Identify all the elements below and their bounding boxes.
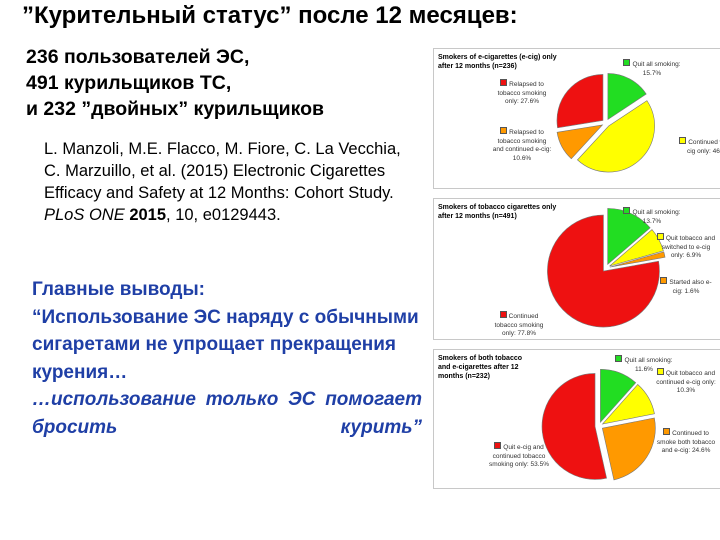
pie-slice: [609, 251, 666, 268]
legend-swatch: [660, 277, 668, 284]
slice-label: Quit all smoking: 11.6%: [614, 355, 674, 374]
conclusions-heading: Главные выводы:: [32, 279, 205, 300]
legend-swatch: [500, 79, 508, 86]
reference-rest: , 10, e0129443.: [166, 206, 281, 224]
pie-svg: [547, 208, 666, 328]
slice-label: Quit tobacco and continued e-cig only: 1…: [656, 368, 716, 394]
legend-swatch: [623, 59, 631, 66]
slice-label: Quit tobacco and switched to e-cig only:…: [656, 233, 716, 261]
slice-label: Continued with e-cig only: 46.2%: [679, 137, 720, 156]
subtitle-line: 491 курильщиков ТС,: [26, 72, 232, 94]
pie-slice: [607, 73, 647, 121]
slice-label: Quit all smoking: 15.7%: [622, 59, 682, 78]
subtitle-line: и 232 ”двойных” курильщиков: [26, 98, 325, 120]
pie-slice: [607, 208, 651, 266]
reference: L. Manzoli, M.E. Flacco, M. Fiore, C. La…: [44, 138, 404, 226]
slice-label: Continued to smoke both tobacco and e-ci…: [656, 428, 716, 454]
conclusion-2: …использование только ЭС помогает бросит…: [32, 389, 422, 438]
conclusion-1: “Использование ЭС наряду с обычными сига…: [32, 306, 419, 383]
legend-swatch: [656, 233, 664, 240]
legend-swatch: [679, 137, 687, 144]
pie-svg: [541, 368, 656, 481]
legend-swatch: [615, 355, 623, 362]
pie-slice: [601, 417, 656, 481]
pie-chart-ecig-only: Smokers of e-cigarettes (e-cig) only aft…: [433, 48, 720, 189]
pie-slice: [601, 384, 655, 425]
slice-label: Quit all smoking: 13.7%: [622, 207, 682, 226]
slice-label: Relapsed to tobacco smoking and continue…: [492, 127, 552, 162]
slice-label: Continued tobacco smoking only: 77.8%: [494, 311, 544, 337]
reference-year: 2015: [129, 206, 167, 224]
legend-swatch: [500, 127, 508, 134]
pie-slice: [547, 214, 660, 328]
conclusions: Главные выводы: “Использование ЭС наряду…: [32, 276, 422, 441]
legend-swatch: [499, 311, 507, 318]
pie-svg: [556, 73, 655, 173]
chart-title: Smokers of tobacco cigarettes only after…: [438, 204, 557, 220]
pie-chart-dual-users: Smokers of both tobacco and e-cigarettes…: [433, 349, 720, 489]
reference-authors: L. Manzoli, M.E. Flacco, M. Fiore, C. La…: [44, 140, 401, 202]
pie-slice: [556, 74, 604, 129]
legend-swatch: [494, 442, 502, 449]
chart-title: Smokers of e-cigarettes (e-cig) only aft…: [438, 54, 557, 70]
pie-slice: [577, 100, 655, 173]
legend-swatch: [623, 207, 631, 214]
reference-journal: PLoS ONE: [44, 206, 125, 224]
chart-title: Smokers of both tobacco and e-cigarettes…: [438, 355, 523, 380]
legend-swatch: [663, 428, 671, 435]
pie-slice: [556, 124, 604, 160]
legend-swatch: [656, 368, 664, 375]
pie-slice: [600, 368, 637, 424]
slice-label: Quit e-cig and continued tobacco smoking…: [489, 442, 549, 468]
slide-title: ”Курительный статус” после 12 месяцев:: [22, 2, 518, 29]
slice-label: Relapsed to tobacco smoking only: 27.6%: [497, 79, 547, 105]
slice-label: Started also e-cig: 1.6%: [656, 277, 716, 296]
subtitle-line: 236 пользователей ЭС,: [26, 46, 250, 68]
pie-chart-tobacco-only: Smokers of tobacco cigarettes only after…: [433, 198, 720, 340]
pie-slice: [541, 373, 607, 480]
sample-summary: 236 пользователей ЭС, 491 курильщиков ТС…: [26, 44, 324, 122]
